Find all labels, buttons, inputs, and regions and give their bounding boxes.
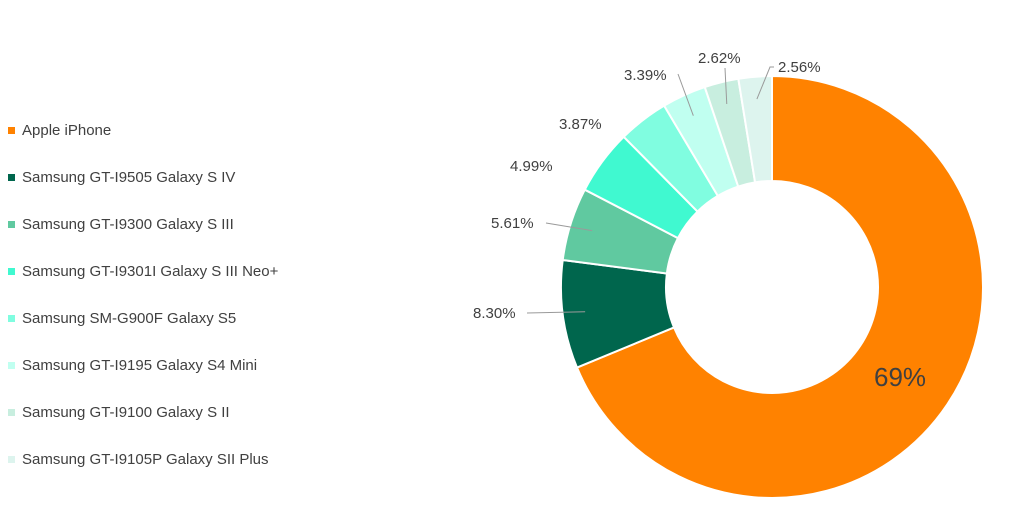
legend-swatch bbox=[8, 409, 15, 416]
donut-slice bbox=[575, 74, 984, 499]
leader-line bbox=[545, 222, 593, 232]
legend-item: Apple iPhone bbox=[8, 122, 312, 139]
legend-label: Samsung GT-I9105P Galaxy SII Plus bbox=[22, 451, 269, 468]
data-label: 8.30% bbox=[473, 305, 516, 322]
legend-label: Samsung GT-I9100 Galaxy S II bbox=[22, 404, 230, 421]
legend-label: Apple iPhone bbox=[22, 122, 112, 139]
legend-item: Samsung GT-I9100 Galaxy S II bbox=[8, 404, 312, 421]
legend-swatch bbox=[8, 174, 15, 181]
legend-swatch bbox=[8, 127, 15, 134]
data-label: 69% bbox=[874, 362, 926, 392]
leader-line bbox=[756, 66, 774, 100]
data-label: 4.99% bbox=[510, 158, 553, 175]
leader-line bbox=[724, 67, 728, 105]
legend-item: Samsung GT-I9300 Galaxy S III bbox=[8, 216, 312, 233]
legend-swatch bbox=[8, 362, 15, 369]
legend-label: Samsung SM-G900F Galaxy S5 bbox=[22, 310, 237, 327]
legend-item: Samsung SM-G900F Galaxy S5 bbox=[8, 310, 312, 327]
legend-item: Samsung GT-I9105P Galaxy SII Plus bbox=[8, 451, 312, 468]
legend-item: Samsung GT-I9301I Galaxy S III Neo+ bbox=[8, 263, 312, 280]
legend-label: Samsung GT-I9505 Galaxy S IV bbox=[22, 169, 236, 186]
data-label: 2.62% bbox=[698, 50, 741, 67]
data-label: 5.61% bbox=[491, 215, 534, 232]
data-label: 3.39% bbox=[624, 67, 667, 84]
leader-line bbox=[526, 311, 586, 314]
data-label: 3.87% bbox=[559, 116, 602, 133]
legend-label: Samsung GT-I9195 Galaxy S4 Mini bbox=[22, 357, 258, 374]
legend-swatch bbox=[8, 456, 15, 463]
legend-swatch bbox=[8, 221, 15, 228]
legend-item: Samsung GT-I9505 Galaxy S IV bbox=[8, 169, 312, 186]
donut-slice bbox=[737, 74, 773, 184]
leader-line bbox=[677, 73, 694, 116]
legend-swatch bbox=[8, 315, 15, 322]
data-label: 2.56% bbox=[778, 59, 821, 76]
legend-label: Samsung GT-I9301I Galaxy S III Neo+ bbox=[22, 263, 279, 280]
legend-item: Samsung GT-I9195 Galaxy S4 Mini bbox=[8, 357, 312, 374]
legend-label: Samsung GT-I9300 Galaxy S III bbox=[22, 216, 234, 233]
legend-swatch bbox=[8, 268, 15, 275]
